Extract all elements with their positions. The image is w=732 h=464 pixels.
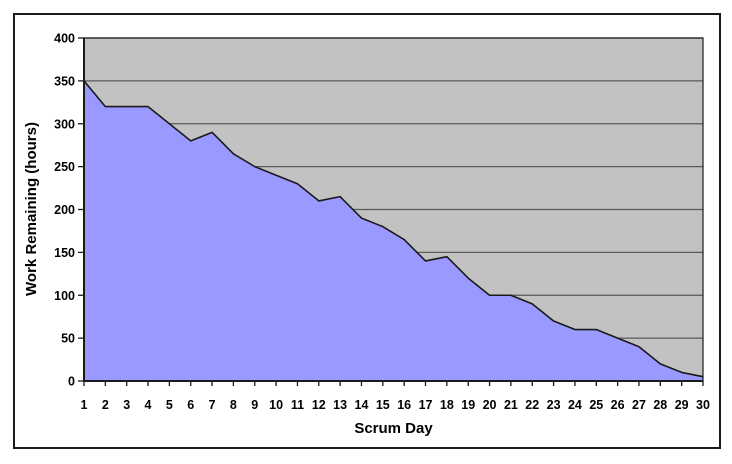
x-tick-label: 1	[81, 398, 88, 412]
y-tick-label: 0	[68, 375, 75, 389]
x-tick-label: 23	[547, 398, 561, 412]
x-tick-label: 17	[419, 398, 433, 412]
x-tick-label: 3	[123, 398, 130, 412]
x-tick-label: 11	[291, 398, 304, 412]
x-tick-label: 28	[653, 398, 667, 412]
y-tick-label: 250	[54, 160, 75, 174]
x-tick-label: 2	[102, 398, 109, 412]
x-tick-label: 20	[483, 398, 497, 412]
x-tick-label: 25	[589, 398, 603, 412]
burndown-line	[83, 80, 704, 378]
x-tick-label: 18	[440, 398, 454, 412]
x-tick-label: 29	[675, 398, 689, 412]
x-tick-label: 30	[696, 398, 710, 412]
x-tick-label: 13	[333, 398, 347, 412]
x-tick-label: 10	[269, 398, 283, 412]
y-tick-label: 200	[54, 203, 75, 217]
x-tick-label: 7	[209, 398, 216, 412]
y-tick-label: 400	[54, 32, 75, 46]
x-tick-label: 14	[355, 398, 369, 412]
x-tick-label: 4	[145, 398, 152, 412]
x-tick-label: 26	[611, 398, 625, 412]
x-tick-label: 15	[376, 398, 390, 412]
y-tick-label: 100	[54, 289, 75, 303]
x-axis-title: Scrum Day	[354, 420, 433, 437]
burndown-area	[84, 80, 703, 381]
x-tick-label: 16	[397, 398, 411, 412]
y-tick-label: 50	[61, 332, 75, 346]
y-axis-title: Work Remaining (hours)	[23, 122, 40, 296]
y-tick-label: 300	[54, 117, 75, 131]
x-tick-label: 6	[187, 398, 194, 412]
y-tick-label: 150	[54, 246, 75, 260]
y-tick-label: 350	[54, 74, 75, 88]
x-tick-label: 27	[632, 398, 646, 412]
x-tick-label: 22	[525, 398, 539, 412]
x-tick-label: 8	[230, 398, 237, 412]
x-tick-label: 12	[312, 398, 326, 412]
x-tick-label: 9	[251, 398, 258, 412]
x-tick-label: 5	[166, 398, 173, 412]
x-tick-label: 21	[504, 398, 518, 412]
x-tick-label: 24	[568, 398, 582, 412]
x-tick-label: 19	[461, 398, 475, 412]
